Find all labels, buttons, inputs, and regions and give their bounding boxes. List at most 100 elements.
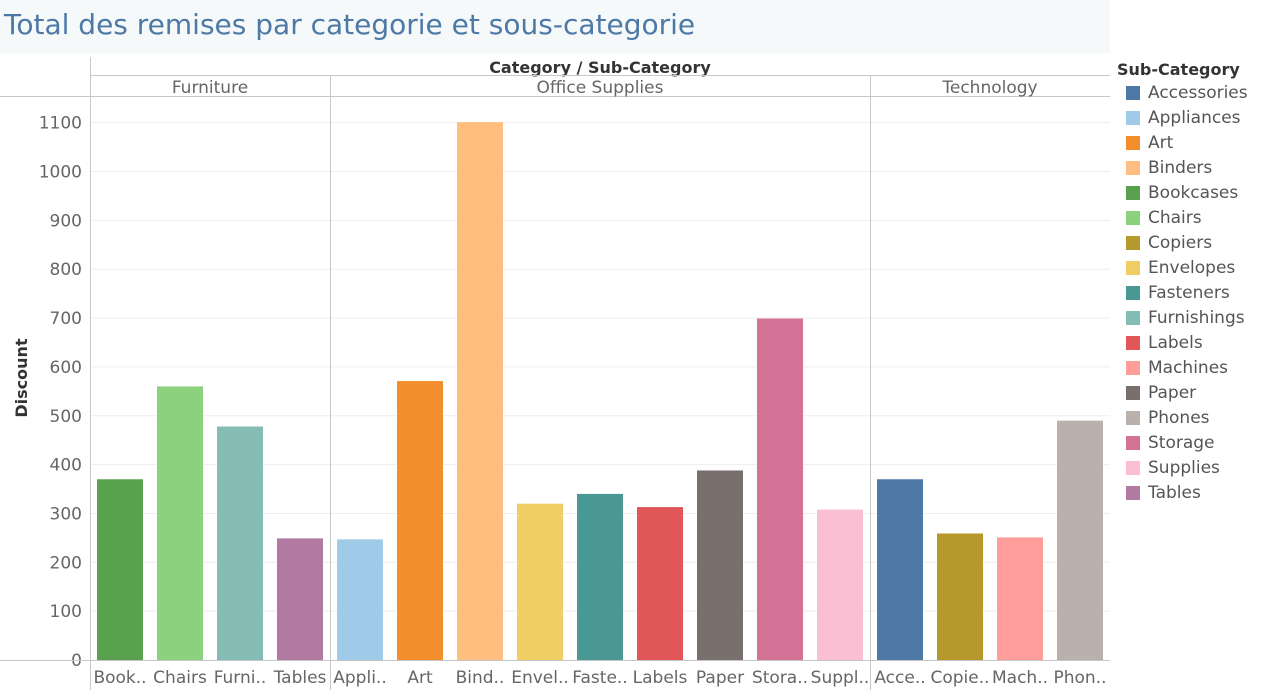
legend-item[interactable]: Accessories bbox=[1117, 80, 1261, 105]
x-tick-label: Art bbox=[407, 668, 433, 688]
bar bbox=[337, 539, 383, 660]
y-tick-label: 900 bbox=[50, 211, 82, 231]
legend-item[interactable]: Storage bbox=[1117, 430, 1261, 455]
x-tick-label: Envel.. bbox=[511, 668, 569, 688]
legend: Sub-Category Accessories Appliances Art Bin… bbox=[1117, 60, 1261, 505]
legend-item[interactable]: Bookcases bbox=[1117, 180, 1261, 205]
legend-item[interactable]: Copiers bbox=[1117, 230, 1261, 255]
legend-items: Accessories Appliances Art Binders Bookcases… bbox=[1117, 80, 1261, 505]
x-tick-label: Copie.. bbox=[930, 668, 989, 688]
legend-label: Appliances bbox=[1148, 107, 1241, 128]
legend-item[interactable]: Art bbox=[1117, 130, 1261, 155]
legend-label: Bookcases bbox=[1148, 182, 1239, 203]
legend-swatch bbox=[1126, 285, 1140, 300]
x-tick-label: Acce.. bbox=[874, 668, 925, 688]
bar bbox=[817, 509, 863, 660]
bar bbox=[757, 318, 803, 660]
legend-label: Tables bbox=[1148, 482, 1201, 503]
legend-swatch bbox=[1126, 435, 1140, 450]
legend-swatch bbox=[1126, 360, 1140, 375]
legend-label: Labels bbox=[1148, 332, 1203, 353]
x-tick-label: Appli.. bbox=[333, 668, 386, 688]
legend-swatch bbox=[1126, 335, 1140, 350]
column-header-title: Category / Sub-Category bbox=[489, 58, 711, 77]
category-label: Office Supplies bbox=[537, 78, 664, 98]
legend-label: Fasteners bbox=[1148, 282, 1230, 303]
legend-swatch bbox=[1126, 385, 1140, 400]
bar bbox=[637, 507, 683, 660]
bar bbox=[937, 533, 983, 660]
legend-item[interactable]: Phones bbox=[1117, 405, 1261, 430]
page-title: Total des remises par categorie et sous-… bbox=[4, 8, 696, 41]
legend-label: Accessories bbox=[1148, 82, 1248, 103]
x-tick-label: Mach.. bbox=[992, 668, 1048, 688]
bar bbox=[877, 479, 923, 660]
legend-title: Sub-Category bbox=[1117, 60, 1240, 79]
y-tick-label: 500 bbox=[50, 407, 82, 427]
legend-item[interactable]: Paper bbox=[1117, 380, 1261, 405]
bar bbox=[1057, 420, 1103, 660]
legend-item[interactable]: Fasteners bbox=[1117, 280, 1261, 305]
legend-label: Supplies bbox=[1148, 457, 1220, 478]
x-tick-label: Bind.. bbox=[456, 668, 505, 688]
bar bbox=[517, 503, 563, 660]
legend-label: Art bbox=[1148, 132, 1174, 153]
legend-label: Envelopes bbox=[1148, 257, 1236, 278]
x-tick-label: Stora.. bbox=[752, 668, 808, 688]
y-tick-label: 600 bbox=[50, 358, 82, 378]
legend-item[interactable]: Binders bbox=[1117, 155, 1261, 180]
bar bbox=[457, 122, 503, 660]
legend-item[interactable]: Chairs bbox=[1117, 205, 1261, 230]
legend-item[interactable]: Labels bbox=[1117, 330, 1261, 355]
y-axis-title: Discount bbox=[12, 338, 31, 418]
y-tick-label: 700 bbox=[50, 309, 82, 329]
legend-swatch bbox=[1126, 160, 1140, 175]
legend-label: Chairs bbox=[1148, 207, 1202, 228]
legend-swatch bbox=[1126, 110, 1140, 125]
legend-label: Machines bbox=[1148, 357, 1229, 378]
title-bar: Total des remises par categorie et sous-… bbox=[0, 0, 1110, 53]
legend-swatch bbox=[1126, 235, 1140, 250]
x-tick-label: Faste.. bbox=[572, 668, 627, 688]
bar bbox=[157, 386, 203, 660]
legend-swatch bbox=[1126, 260, 1140, 275]
bar bbox=[217, 426, 263, 660]
legend-item[interactable]: Furnishings bbox=[1117, 305, 1261, 330]
legend-item[interactable]: Machines bbox=[1117, 355, 1261, 380]
legend-swatch bbox=[1126, 460, 1140, 475]
legend-label: Storage bbox=[1148, 432, 1215, 453]
category-label: Technology bbox=[941, 78, 1037, 98]
x-tick-label: Phon.. bbox=[1053, 668, 1106, 688]
legend-item[interactable]: Tables bbox=[1117, 480, 1261, 505]
x-tick-label: Tables bbox=[273, 668, 327, 688]
legend-swatch bbox=[1126, 485, 1140, 500]
legend-item[interactable]: Supplies bbox=[1117, 455, 1261, 480]
x-tick-label: Suppl.. bbox=[811, 668, 870, 688]
x-tick-label: Furni.. bbox=[214, 668, 267, 688]
legend-label: Paper bbox=[1148, 382, 1197, 403]
bar-chart: 010020030040050060070080090010001100Disc… bbox=[0, 57, 1110, 690]
bar bbox=[697, 470, 743, 660]
y-tick-label: 300 bbox=[50, 504, 82, 524]
bar bbox=[277, 538, 323, 660]
y-tick-label: 1000 bbox=[39, 163, 82, 183]
y-tick-label: 800 bbox=[50, 260, 82, 280]
category-label: Furniture bbox=[172, 78, 248, 98]
bar bbox=[397, 381, 443, 660]
legend-label: Phones bbox=[1148, 407, 1210, 428]
legend-item[interactable]: Appliances bbox=[1117, 105, 1261, 130]
bar bbox=[997, 537, 1043, 660]
bar bbox=[577, 493, 623, 660]
y-tick-label: 400 bbox=[50, 456, 82, 476]
bar bbox=[97, 479, 143, 660]
x-tick-label: Chairs bbox=[153, 668, 207, 688]
x-tick-label: Labels bbox=[633, 668, 688, 688]
legend-swatch bbox=[1126, 410, 1140, 425]
legend-swatch bbox=[1126, 85, 1140, 100]
legend-swatch bbox=[1126, 135, 1140, 150]
legend-label: Binders bbox=[1148, 157, 1213, 178]
y-tick-label: 200 bbox=[50, 553, 82, 573]
legend-swatch bbox=[1126, 210, 1140, 225]
legend-item[interactable]: Envelopes bbox=[1117, 255, 1261, 280]
x-tick-label: Paper bbox=[696, 668, 744, 688]
